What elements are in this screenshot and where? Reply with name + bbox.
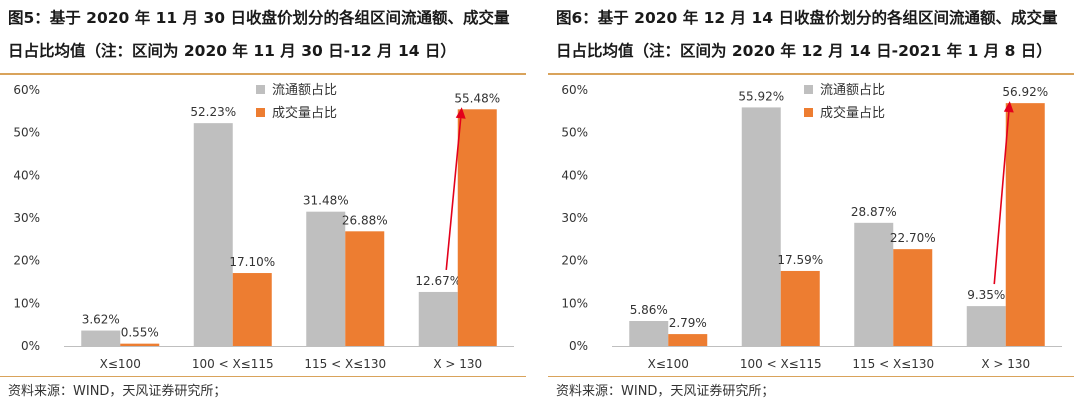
top-rule	[0, 73, 526, 75]
bar-orange	[457, 109, 497, 346]
data-label: 28.87%	[851, 205, 897, 219]
annotation-arrow-line	[993, 112, 1010, 285]
annotation-arrow-head	[1003, 101, 1014, 113]
legend-label: 成交量占比	[272, 105, 337, 121]
bar-orange	[1005, 103, 1045, 347]
data-label: 3.62%	[82, 313, 120, 327]
bottom-rule	[548, 376, 1074, 377]
chart-panel-fig5: 图5：基于 2020 年 11 月 30 日收盘价划分的各组区间流通额、成交量日…	[0, 0, 526, 402]
bar-gray	[418, 291, 458, 346]
x-tick-label: X≤100	[100, 357, 141, 371]
data-label: 31.48%	[303, 194, 349, 208]
annotation-arrow-head	[455, 107, 466, 119]
data-label: 17.10%	[229, 255, 275, 269]
bar-orange	[893, 249, 933, 346]
bar-gray	[193, 123, 233, 346]
data-label: 17.59%	[777, 253, 823, 267]
bottom-rule	[0, 376, 526, 377]
y-tick-label: 40%	[561, 168, 588, 182]
source-note: 资料来源：WIND，天风证券研究所；	[556, 384, 775, 399]
bar-chart-fig5: 0% 10% 20% 30% 40% 50% 60% 3.62% 52.23% 31.48% 12.…	[13, 83, 514, 371]
y-tick-label: 10%	[561, 296, 588, 310]
y-tick-label: 0%	[569, 339, 588, 353]
chart-panel-fig6: 图6：基于 2020 年 12 月 14 日收盘价划分的各组区间流通额、成交量日…	[548, 0, 1074, 402]
legend-swatch	[804, 108, 813, 117]
chart-title: 图6：基于 2020 年 12 月 14 日收盘价划分的各组区间流通额、成交量日…	[556, 9, 1058, 60]
data-label: 9.35%	[967, 288, 1005, 302]
x-tick-label: X > 130	[981, 357, 1030, 371]
top-rule	[548, 73, 1074, 75]
y-tick-label: 20%	[13, 254, 40, 268]
bar-chart-fig6: 0% 10% 20% 30% 40% 50% 60% 5.86% 55.92% 28.87% 9.3…	[561, 83, 1062, 371]
data-label: 0.55%	[121, 326, 159, 340]
data-label: 22.70%	[890, 231, 936, 245]
bar-gray	[966, 306, 1006, 346]
y-tick-label: 60%	[13, 83, 40, 97]
bar-orange	[668, 334, 708, 346]
x-tick-label: X > 130	[433, 357, 482, 371]
bar-orange	[780, 270, 820, 346]
y-tick-label: 30%	[13, 211, 40, 225]
y-tick-label: 40%	[13, 168, 40, 182]
y-tick-label: 20%	[561, 254, 588, 268]
bar-gray	[81, 330, 121, 346]
legend-label: 流通额占比	[820, 83, 885, 98]
data-label: 56.92%	[1002, 85, 1048, 99]
y-tick-label: 50%	[561, 126, 588, 140]
bar-gray	[854, 222, 894, 346]
data-label: 12.67%	[415, 274, 461, 288]
data-label: 26.88%	[342, 213, 388, 227]
x-tick-label: 100 < X≤115	[192, 357, 274, 371]
x-tick-label: 100 < X≤115	[740, 357, 822, 371]
y-tick-label: 30%	[561, 211, 588, 225]
x-tick-label: 115 < X≤130	[304, 357, 386, 371]
bar-orange	[345, 231, 385, 346]
data-label: 52.23%	[190, 105, 236, 119]
x-tick-label: X≤100	[648, 357, 689, 371]
legend-label: 流通额占比	[272, 83, 337, 98]
bar-gray	[741, 107, 781, 347]
y-tick-label: 10%	[13, 296, 40, 310]
data-label: 55.48%	[454, 91, 500, 105]
annotation-arrow-line	[445, 118, 462, 271]
data-label: 55.92%	[738, 89, 784, 103]
bar-orange	[120, 343, 160, 346]
legend-swatch	[256, 108, 265, 117]
data-label: 2.79%	[669, 316, 707, 330]
bar-gray	[629, 320, 669, 346]
bar-gray	[306, 211, 346, 346]
source-note: 资料来源：WIND，天风证券研究所；	[8, 384, 227, 399]
legend-swatch	[256, 85, 265, 94]
y-tick-label: 0%	[21, 339, 40, 353]
x-tick-label: 115 < X≤130	[852, 357, 934, 371]
data-label: 5.86%	[630, 303, 668, 317]
bar-orange	[232, 273, 272, 346]
legend-label: 成交量占比	[820, 105, 885, 121]
y-tick-label: 50%	[13, 126, 40, 140]
chart-title: 图5：基于 2020 年 11 月 30 日收盘价划分的各组区间流通额、成交量日…	[8, 9, 510, 60]
legend-swatch	[804, 85, 813, 94]
y-tick-label: 60%	[561, 83, 588, 97]
